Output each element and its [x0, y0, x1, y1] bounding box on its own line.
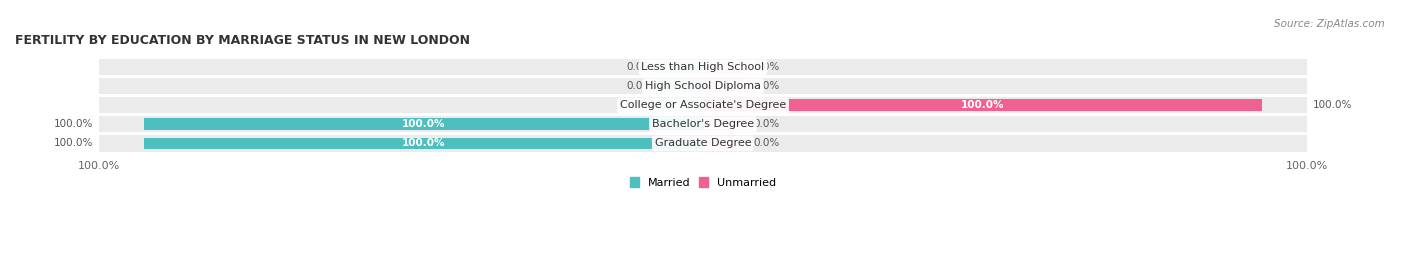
Bar — [98, 116, 1308, 132]
Text: 0.0%: 0.0% — [627, 100, 652, 110]
Text: Graduate Degree: Graduate Degree — [655, 139, 751, 148]
Bar — [98, 59, 1308, 75]
Bar — [703, 137, 748, 149]
Bar — [658, 99, 703, 111]
Text: College or Associate's Degree: College or Associate's Degree — [620, 100, 786, 110]
Bar — [703, 118, 748, 130]
Bar — [703, 80, 748, 92]
Bar — [703, 99, 1263, 111]
Bar — [658, 61, 703, 73]
Text: 100.0%: 100.0% — [53, 119, 93, 129]
Text: 100.0%: 100.0% — [960, 100, 1004, 110]
Bar — [98, 97, 1308, 113]
Text: 0.0%: 0.0% — [754, 119, 779, 129]
Text: Bachelor's Degree: Bachelor's Degree — [652, 119, 754, 129]
Text: 100.0%: 100.0% — [402, 119, 446, 129]
Bar — [143, 137, 703, 149]
Text: 100.0%: 100.0% — [1313, 100, 1353, 110]
Text: 0.0%: 0.0% — [754, 62, 779, 72]
Text: 0.0%: 0.0% — [754, 81, 779, 91]
Legend: Married, Unmarried: Married, Unmarried — [626, 173, 780, 193]
Bar — [658, 80, 703, 92]
Bar — [143, 118, 703, 130]
Text: 100.0%: 100.0% — [53, 139, 93, 148]
Text: Source: ZipAtlas.com: Source: ZipAtlas.com — [1274, 19, 1385, 29]
Bar — [98, 135, 1308, 151]
Text: 0.0%: 0.0% — [627, 81, 652, 91]
Text: High School Diploma: High School Diploma — [645, 81, 761, 91]
Bar — [98, 78, 1308, 94]
Text: Less than High School: Less than High School — [641, 62, 765, 72]
Text: 0.0%: 0.0% — [754, 139, 779, 148]
Text: FERTILITY BY EDUCATION BY MARRIAGE STATUS IN NEW LONDON: FERTILITY BY EDUCATION BY MARRIAGE STATU… — [15, 34, 470, 47]
Text: 100.0%: 100.0% — [402, 139, 446, 148]
Bar — [703, 61, 748, 73]
Text: 0.0%: 0.0% — [627, 62, 652, 72]
